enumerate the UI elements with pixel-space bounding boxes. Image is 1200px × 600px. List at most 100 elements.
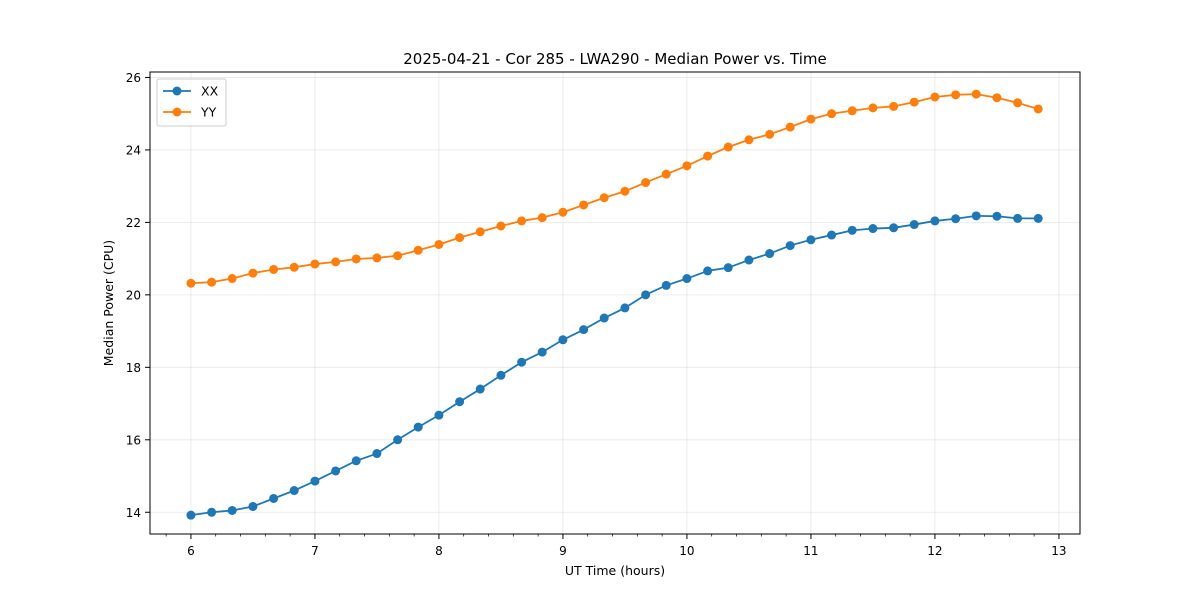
y-tick-label: 22 <box>126 216 141 230</box>
data-point-yy <box>930 92 940 102</box>
legend-label-yy: YY <box>200 105 217 120</box>
data-point-yy <box>186 278 196 288</box>
x-tick-label: 8 <box>435 544 443 558</box>
data-point-yy <box>785 122 795 132</box>
data-point-yy <box>765 129 775 139</box>
data-point-xx <box>413 422 423 432</box>
legend-marker-xx <box>172 86 182 96</box>
x-tick-label: 9 <box>559 544 567 558</box>
data-point-xx <box>785 241 795 251</box>
data-point-yy <box>517 216 527 226</box>
plot-area-frame <box>149 71 1081 535</box>
data-point-yy <box>455 233 465 243</box>
x-tick-label: 7 <box>311 544 319 558</box>
y-tick-label: 20 <box>126 288 141 302</box>
data-point-xx <box>599 313 609 323</box>
data-point-xx <box>951 214 961 224</box>
data-point-yy <box>310 259 320 269</box>
data-point-xx <box>455 397 465 407</box>
data-point-xx <box>682 274 692 284</box>
data-point-yy <box>951 90 961 100</box>
data-point-yy <box>496 221 506 231</box>
data-point-xx <box>351 456 361 466</box>
data-point-yy <box>620 186 630 196</box>
data-point-xx <box>723 263 733 273</box>
x-axis-ticks: 6 7 8 9 10 11 12 13 <box>165 534 1067 558</box>
data-point-yy <box>351 254 361 264</box>
data-point-xx <box>1013 213 1023 223</box>
data-point-xx <box>847 225 857 235</box>
x-tick-label: 10 <box>679 544 694 558</box>
data-point-yy <box>1013 98 1023 108</box>
data-point-yy <box>413 245 423 255</box>
data-point-xx <box>475 384 485 394</box>
chart-title: 2025-04-21 - Cor 285 - LWA290 - Median P… <box>403 50 827 68</box>
data-point-xx <box>703 266 713 276</box>
data-point-xx <box>1033 213 1043 223</box>
data-point-xx <box>744 255 754 265</box>
data-point-xx <box>186 510 196 520</box>
data-point-yy <box>868 103 878 113</box>
data-point-yy <box>992 93 1002 103</box>
data-point-yy <box>537 213 547 223</box>
x-tick-label: 6 <box>187 544 195 558</box>
data-point-yy <box>723 142 733 152</box>
data-point-xx <box>289 486 299 496</box>
data-point-xx <box>227 505 237 515</box>
x-tick-label: 12 <box>927 544 942 558</box>
legend-marker-yy <box>172 107 182 117</box>
x-tick-label: 13 <box>1051 544 1066 558</box>
data-point-yy <box>599 193 609 203</box>
y-tick-label: 16 <box>126 433 141 447</box>
data-point-xx <box>889 223 899 233</box>
data-point-xx <box>661 280 671 290</box>
grid-layer <box>150 72 1080 534</box>
data-point-xx <box>930 216 940 226</box>
data-point-yy <box>269 264 279 274</box>
data-point-yy <box>744 135 754 145</box>
data-point-yy <box>558 207 568 217</box>
data-point-yy <box>971 89 981 99</box>
data-point-yy <box>579 200 589 210</box>
data-point-yy <box>393 251 403 261</box>
data-point-yy <box>661 169 671 179</box>
data-point-yy <box>889 101 899 111</box>
y-tick-label: 14 <box>126 506 141 520</box>
data-point-yy <box>289 262 299 272</box>
data-point-yy <box>1033 104 1043 114</box>
y-tick-label: 18 <box>126 361 141 375</box>
data-point-xx <box>827 230 837 240</box>
data-point-yy <box>703 151 713 161</box>
data-point-xx <box>992 211 1002 221</box>
data-point-xx <box>558 335 568 345</box>
y-tick-label: 24 <box>126 143 141 157</box>
data-point-xx <box>537 347 547 357</box>
data-point-xx <box>579 325 589 335</box>
data-point-yy <box>331 257 341 267</box>
data-point-xx <box>806 235 816 245</box>
data-point-yy <box>207 277 217 287</box>
series-layer <box>186 89 1043 520</box>
data-point-yy <box>248 268 258 278</box>
data-point-yy <box>475 227 485 237</box>
data-point-xx <box>207 507 217 517</box>
data-point-xx <box>909 220 919 230</box>
data-point-yy <box>372 253 382 263</box>
y-axis-ticks: 14 16 18 20 22 24 26 <box>126 71 150 520</box>
y-tick-label: 26 <box>126 71 141 85</box>
data-point-xx <box>372 449 382 459</box>
data-point-xx <box>971 211 981 221</box>
data-point-xx <box>434 410 444 420</box>
data-point-xx <box>393 435 403 445</box>
data-point-yy <box>227 274 237 284</box>
data-point-yy <box>641 178 651 188</box>
data-point-xx <box>868 224 878 234</box>
y-axis-label: Median Power (CPU) <box>101 240 116 366</box>
legend: XX YY <box>156 78 227 127</box>
data-point-xx <box>310 476 320 486</box>
data-point-xx <box>641 290 651 300</box>
data-point-yy <box>806 114 816 124</box>
data-point-yy <box>827 109 837 119</box>
data-point-xx <box>496 370 506 380</box>
data-point-xx <box>331 466 341 476</box>
